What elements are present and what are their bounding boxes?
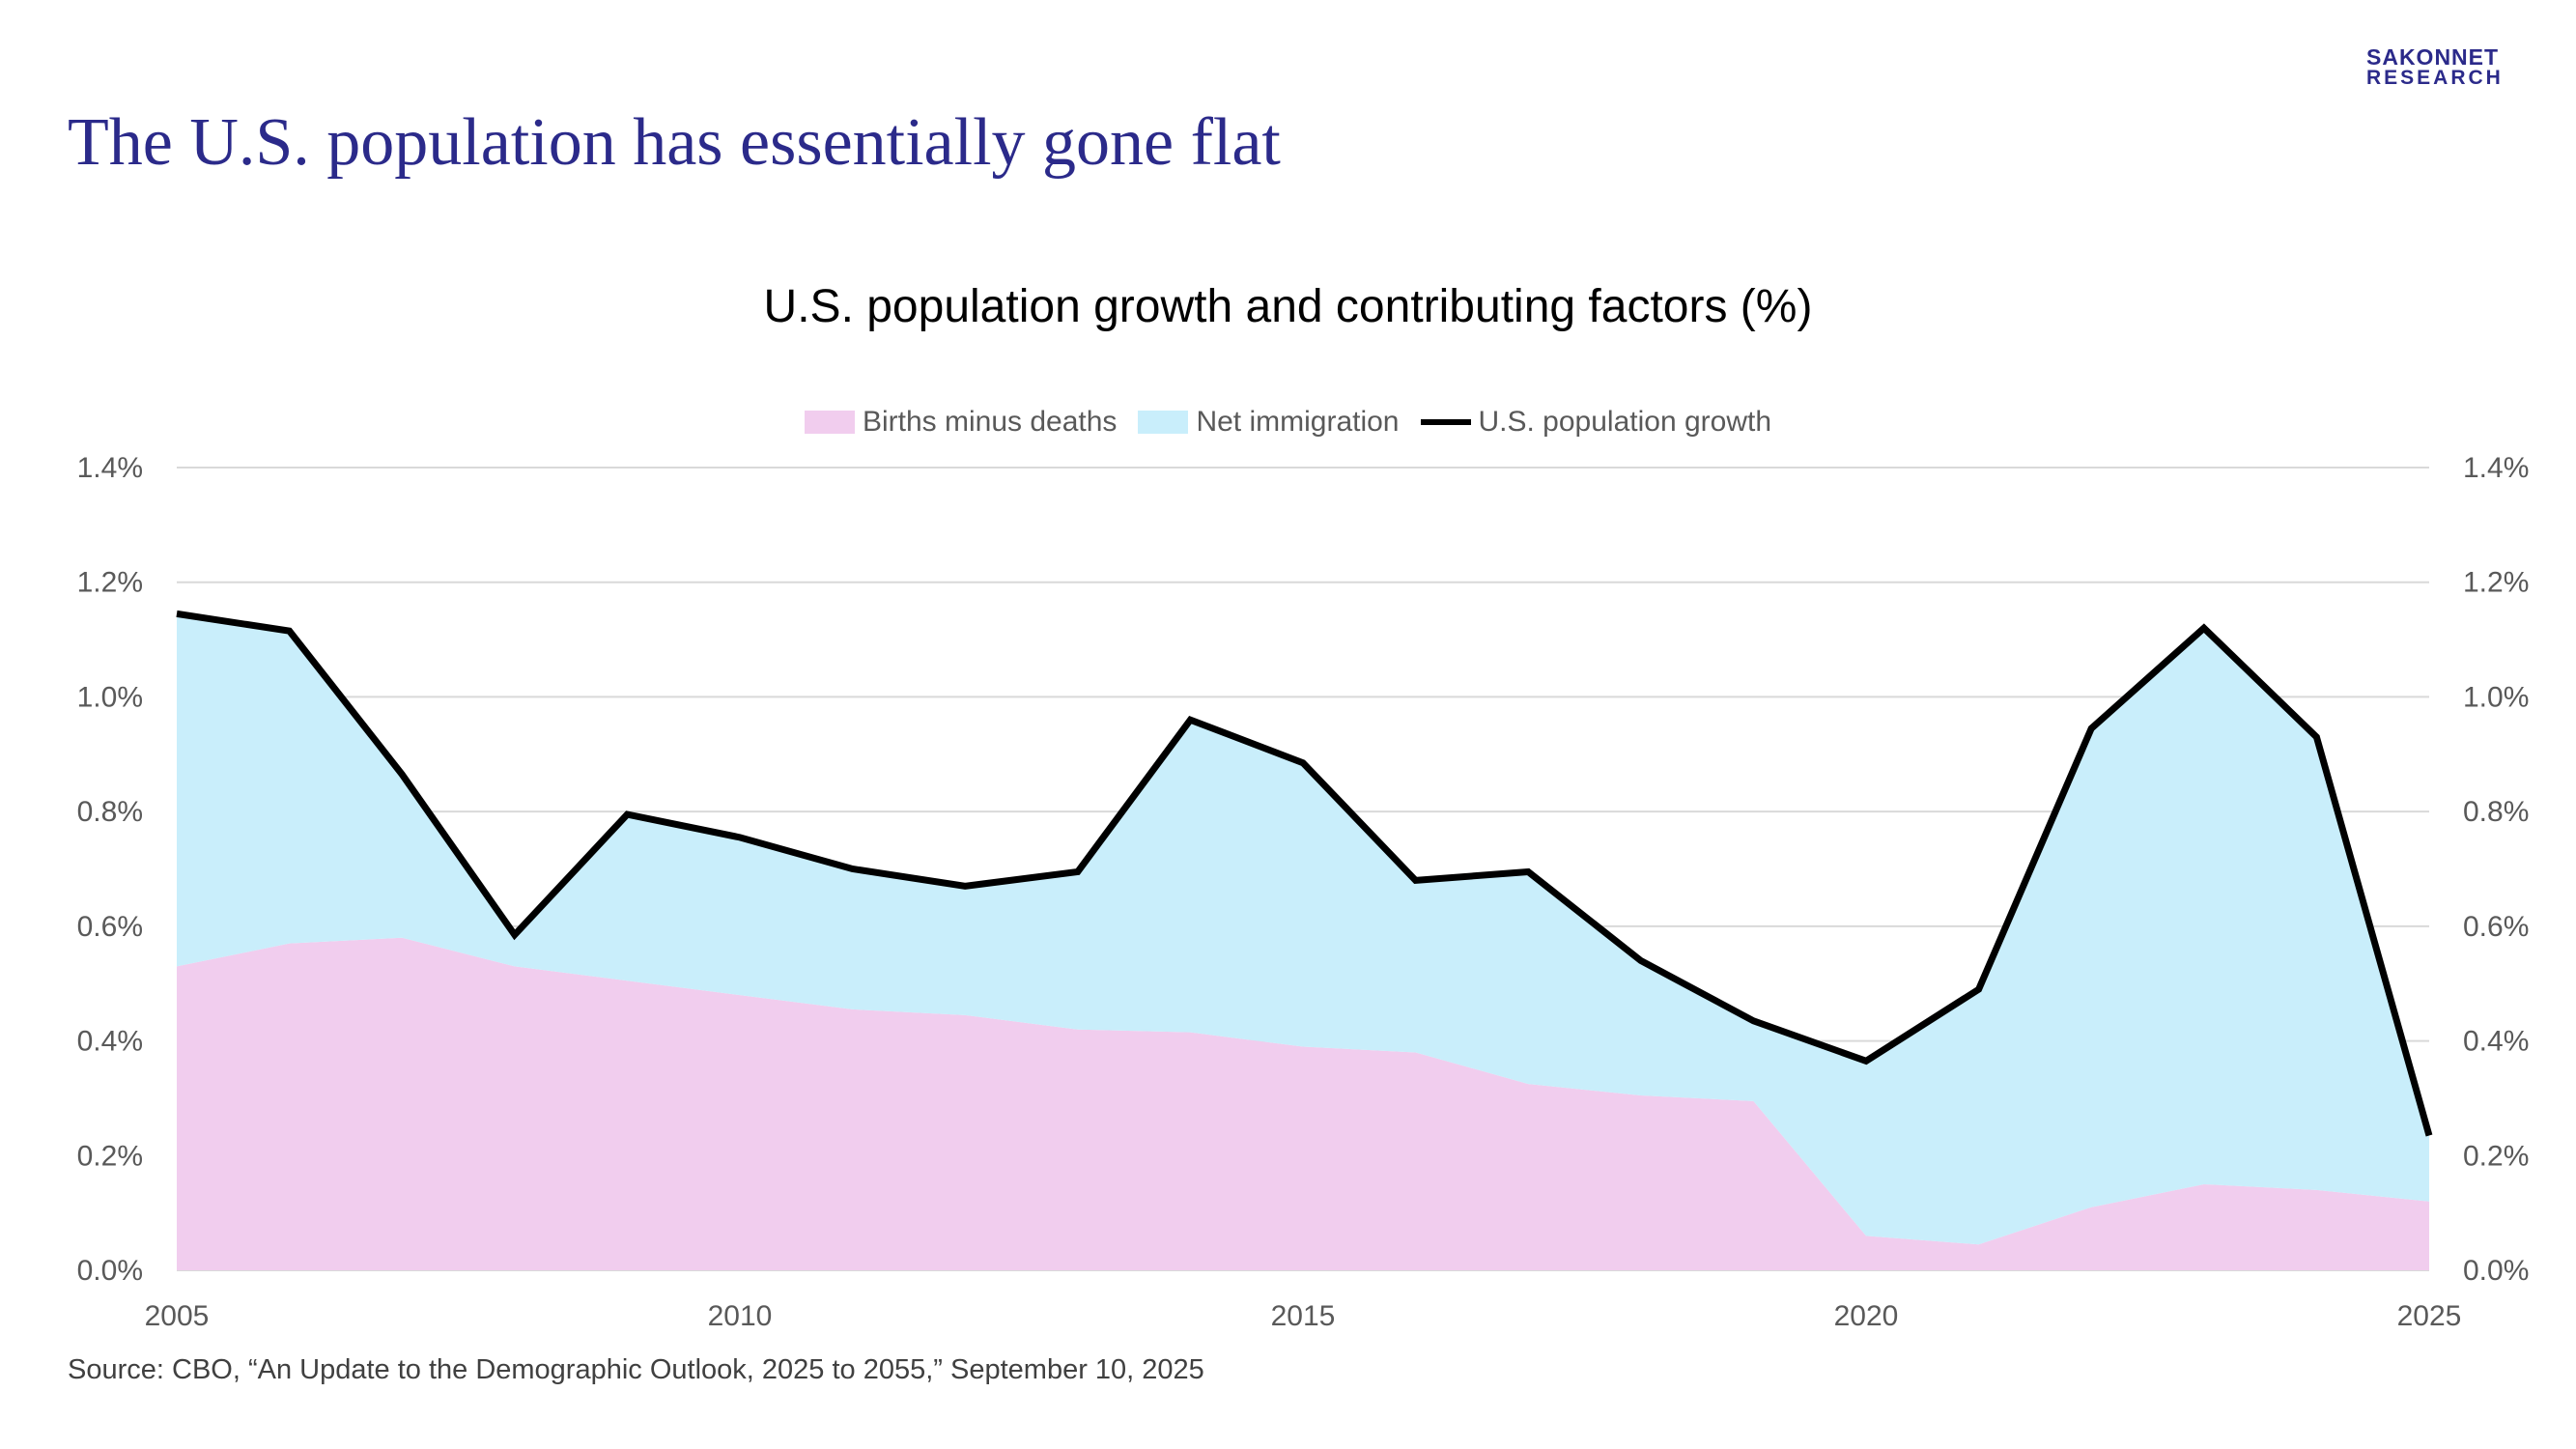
slide-title: The U.S. population has essentially gone… [68,105,1281,180]
legend-item-population-growth: U.S. population growth [1420,406,1772,439]
stacked-areas [177,613,2429,1270]
y-tick-label-right: 0.4% [2463,1026,2529,1058]
y-axis-right: 0.0% 0.2% 0.4% 0.6% 0.8% 1.0% 1.2% 1.4% [2463,452,2529,1287]
y-tick-label-left: 1.2% [77,567,143,599]
x-tick-label: 2020 [1834,1300,1899,1332]
y-tick-label-left: 1.0% [77,681,143,713]
population-growth-line-layer [176,610,2433,1137]
y-tick-label-right: 1.2% [2463,567,2529,599]
logo-line-1: SAKONNET [2366,44,2500,70]
legend-swatch-net-immigration [1138,411,1189,434]
chart-legend: Births minus deaths Net immigration U.S.… [0,406,2576,439]
sakonnet-research-logo: SAKONNET RESEARCH [2366,46,2504,89]
legend-swatch-births-minus-deaths [804,411,855,434]
births-minus-deaths-area [177,937,2429,1270]
y-tick-label-left: 1.4% [77,452,143,484]
x-tick-label: 2025 [2397,1300,2462,1332]
x-tick-label: 2015 [1271,1300,1336,1332]
x-tick-label: 2010 [708,1300,773,1332]
x-tick-label: 2005 [145,1300,210,1332]
net-immigration-area [177,613,2429,1245]
legend-label-net-immigration: Net immigration [1196,406,1400,438]
legend-label-population-growth: U.S. population growth [1478,406,1772,438]
chart-title: U.S. population growth and contributing … [763,281,1813,332]
legend-item-net-immigration: Net immigration [1138,406,1400,439]
y-tick-label-left: 0.4% [77,1026,143,1058]
y-tick-label-right: 0.6% [2463,911,2529,943]
y-tick-label-right: 0.2% [2463,1140,2529,1172]
population-growth-line [176,610,2433,1137]
source-note: Source: CBO, “An Update to the Demograph… [68,1354,1204,1385]
y-tick-label-left: 0.0% [77,1255,143,1287]
legend-item-births-minus-deaths: Births minus deaths [804,406,1118,439]
y-tick-label-right: 1.4% [2463,452,2529,484]
x-axis: 2005 2010 2015 2020 2025 [145,1300,2462,1332]
y-tick-label-left: 0.6% [77,911,143,943]
y-tick-label-right: 1.0% [2463,681,2529,713]
y-tick-label-right: 0.0% [2463,1255,2529,1287]
y-tick-label-left: 0.2% [77,1140,143,1172]
y-axis-left: 0.0% 0.2% 0.4% 0.6% 0.8% 1.0% 1.2% 1.4% [77,452,143,1287]
logo-line-2: RESEARCH [2366,67,2504,89]
y-tick-label-right: 0.8% [2463,796,2529,828]
legend-label-births-minus-deaths: Births minus deaths [862,406,1118,438]
y-tick-label-left: 0.8% [77,796,143,828]
legend-swatch-population-growth [1420,419,1471,425]
